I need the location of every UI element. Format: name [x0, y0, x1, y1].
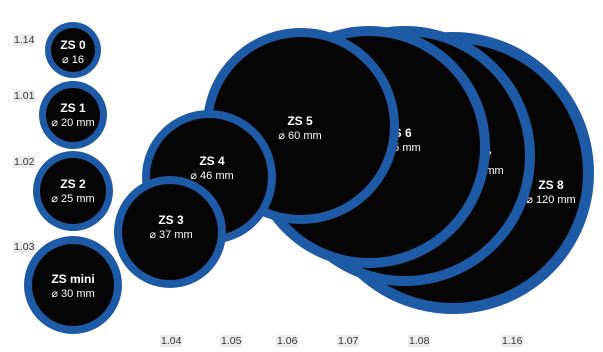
patch-name-label: ZS 4	[199, 154, 225, 168]
patch-zs-mini: ZS mini ⌀ 30 mm	[24, 236, 122, 334]
patch-disc	[40, 158, 106, 224]
patch-diameter-label: ⌀ 37 mm	[149, 229, 192, 241]
patch-diameter-label: ⌀ 46 mm	[190, 170, 233, 182]
code-zs-8: 1.16	[501, 335, 524, 347]
code-zs-3: 1.04	[160, 335, 183, 347]
patch-name-label: ZS 0	[60, 38, 86, 52]
code-zs-mini: 1.03	[13, 241, 36, 253]
patch-disc	[51, 28, 95, 72]
patch-disc	[122, 184, 218, 280]
code-zs-7: 1.08	[408, 335, 431, 347]
patch-zs-3: ZS 3 ⌀ 37 mm	[114, 176, 226, 288]
patch-name-label: ZS 8	[538, 178, 564, 192]
patch-zs-2: ZS 2 ⌀ 25 mm	[33, 151, 113, 231]
patch-disc	[32, 244, 114, 326]
patch-name-label: ZS 1	[60, 101, 86, 115]
patch-diameter-label: ⌀ 120 mm	[526, 194, 575, 206]
patch-name-label: ZS 5	[287, 114, 313, 128]
patch-zs-1: ZS 1 ⌀ 20 mm	[39, 81, 107, 149]
code-zs-5: 1.06	[276, 335, 299, 347]
code-zs-0: 1.14	[13, 34, 36, 46]
patch-name-label: ZS mini	[51, 272, 94, 286]
code-zs-6: 1.07	[337, 335, 360, 347]
code-zs-2: 1.02	[13, 156, 36, 168]
code-zs-1: 1.01	[13, 90, 36, 102]
patch-name-label: ZS 2	[60, 177, 86, 191]
patch-diameter-label: ⌀ 60 mm	[278, 130, 321, 142]
patch-disc	[46, 88, 100, 142]
patch-diameter-label: ⌀ 20 mm	[51, 117, 94, 129]
patch-diameter-label: ⌀ 30 mm	[51, 288, 94, 300]
patch-name-label: ZS 3	[158, 213, 184, 227]
code-zs-4: 1.05	[220, 335, 243, 347]
patch-diameter-label: ⌀ 16	[62, 54, 84, 66]
patch-diameter-label: ⌀ 25 mm	[51, 193, 94, 205]
patch-zs-0: ZS 0 ⌀ 16	[45, 22, 101, 78]
